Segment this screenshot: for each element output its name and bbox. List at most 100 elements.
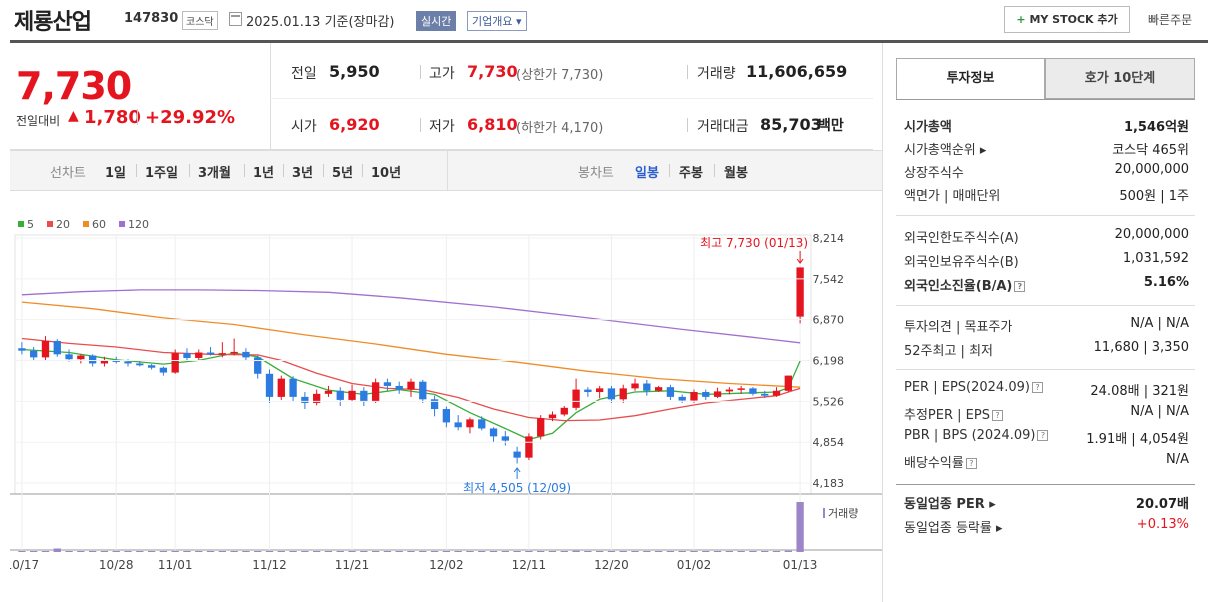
help-icon[interactable]: ? xyxy=(1031,382,1043,393)
candle-body xyxy=(18,348,26,351)
x-tick-label: 12/02 xyxy=(429,558,464,572)
help-icon[interactable]: ? xyxy=(1037,430,1049,441)
foreign-limit-label: 외국인한도주식수(A) xyxy=(904,231,1019,246)
realtime-button[interactable]: 실시간 xyxy=(416,11,457,31)
top-divider xyxy=(10,40,1208,43)
candle-body xyxy=(560,407,568,415)
volume-bar xyxy=(690,551,698,552)
candle-body xyxy=(218,353,226,355)
volume-bar xyxy=(513,551,521,552)
divider xyxy=(896,484,1195,485)
trade-value-unit: 백만 xyxy=(818,118,844,134)
change-amount: 1,780 xyxy=(84,107,141,128)
tab-5year[interactable]: 5년 xyxy=(332,166,354,181)
per-eps-row: PER | EPS(2024.09)? 24.08배 | 321원 xyxy=(904,380,1189,402)
candle-body xyxy=(725,389,734,392)
market-tag: 코스닥 xyxy=(182,11,218,30)
candle-chart-label: 봉차트 xyxy=(578,166,614,181)
volume-bar xyxy=(206,551,215,552)
legend-swatch xyxy=(83,221,89,227)
x-tick-label: 11/01 xyxy=(158,558,193,572)
help-icon[interactable]: ? xyxy=(965,458,977,469)
volume-bar xyxy=(53,548,61,552)
help-icon[interactable]: ? xyxy=(1014,281,1026,292)
prev-close-value: 5,950 xyxy=(329,62,380,81)
tab-3month[interactable]: 3개월 xyxy=(198,166,231,181)
market-cap-rank-row[interactable]: 시가총액순위 ▸ 코스닥 465위 xyxy=(904,139,1189,161)
tab-1year[interactable]: 1년 xyxy=(253,166,275,181)
candle-body xyxy=(466,419,474,428)
divider xyxy=(896,215,1195,216)
candle-body xyxy=(77,355,85,360)
header: 제룡산업 147830 코스닥 2025.01.13 기준(장마감) 실시간 기… xyxy=(0,0,1210,42)
candle-body xyxy=(607,388,616,400)
help-icon[interactable]: ? xyxy=(991,410,1003,421)
candle-body xyxy=(548,414,557,419)
volume-bar xyxy=(772,551,781,552)
tab-weekly[interactable]: 주봉 xyxy=(679,166,703,181)
tab-orderbook-10[interactable]: 호가 10단계 xyxy=(1045,58,1195,99)
week52-value: 11,680 | 3,350 xyxy=(1093,340,1189,355)
price-panel xyxy=(10,43,873,150)
divider xyxy=(669,164,670,177)
candle-body xyxy=(407,381,415,390)
open-label: 시가 xyxy=(291,119,317,135)
stock-chart[interactable]: 5 20 60 120 8,214 7,542 6,870 6,198 5,526 4,854 4… xyxy=(10,205,882,595)
x-tick-label: 11/21 xyxy=(335,558,370,572)
foreign-hold-row: 외국인보유주식수(B) 1,031,592 xyxy=(904,251,1189,273)
volume-bar xyxy=(584,551,592,552)
est-per-value: N/A | N/A xyxy=(1130,404,1189,419)
candle-body xyxy=(360,390,368,402)
date-text: 2025.01.13 기준(장마감) xyxy=(246,15,395,30)
lower-limit: (하한가 4,170) xyxy=(516,121,604,136)
candle-body xyxy=(230,351,238,354)
divider xyxy=(136,164,137,177)
ma-line-60 xyxy=(21,301,801,388)
tab-daily[interactable]: 일봉 xyxy=(635,166,659,181)
foreign-ratio-row: 외국인소진율(B/A)? 5.16% xyxy=(904,275,1189,297)
divider xyxy=(687,118,688,132)
my-stock-add-button[interactable]: + MY STOCK 추가 xyxy=(1004,6,1130,33)
candle-body xyxy=(584,389,592,393)
volume-bar xyxy=(124,551,132,552)
up-arrow-icon: ▲ xyxy=(68,108,79,124)
volume-bar xyxy=(678,551,686,552)
candle-body xyxy=(442,409,451,423)
industry-rate-row[interactable]: 동일업종 등락률 ▸ +0.13% xyxy=(904,517,1189,539)
volume-bar xyxy=(725,551,734,552)
industry-per-row[interactable]: 동일업종 PER ▸ 20.07배 xyxy=(904,493,1189,515)
pbr-bps-row: PBR | BPS (2024.09)? 1.91배 | 4,054원 xyxy=(904,428,1189,450)
candle-body xyxy=(525,436,533,458)
quick-order-link[interactable]: 빠른주문 xyxy=(1148,13,1193,27)
ma-line-120 xyxy=(21,289,801,344)
candle-body xyxy=(100,360,109,364)
chart-frame xyxy=(14,234,812,495)
candle-body xyxy=(513,451,521,458)
volume-bar xyxy=(195,551,203,552)
candle-body xyxy=(159,367,168,373)
divider xyxy=(270,43,271,150)
candle-body xyxy=(30,350,38,358)
y-tick-label: 4,854 xyxy=(813,436,845,449)
high-label: 고가 xyxy=(429,66,455,82)
opinion-row: 투자의견 | 목표주가 N/A | N/A xyxy=(904,316,1189,338)
tab-investment-info[interactable]: 투자정보 xyxy=(896,58,1045,99)
candle-body xyxy=(324,390,333,394)
shares-label: 상장주식수 xyxy=(904,166,964,181)
tab-10year[interactable]: 10년 xyxy=(371,166,402,181)
volume-bar xyxy=(560,551,568,552)
volume-bar xyxy=(631,551,639,552)
volume-bar xyxy=(41,551,50,552)
volume-bar xyxy=(112,551,120,552)
divider xyxy=(323,164,324,177)
volume-bar xyxy=(77,551,85,552)
volume-bar xyxy=(430,551,439,552)
tab-1week[interactable]: 1주일 xyxy=(145,166,178,181)
upper-limit: (상한가 7,730) xyxy=(516,68,604,83)
company-overview-dropdown[interactable]: 기업개요 ▾ xyxy=(467,11,527,31)
tab-monthly[interactable]: 월봉 xyxy=(724,166,748,181)
tab-3year[interactable]: 3년 xyxy=(292,166,314,181)
candle-body xyxy=(643,383,651,391)
high-arrow-head xyxy=(796,258,804,264)
tab-1day[interactable]: 1일 xyxy=(105,166,127,181)
